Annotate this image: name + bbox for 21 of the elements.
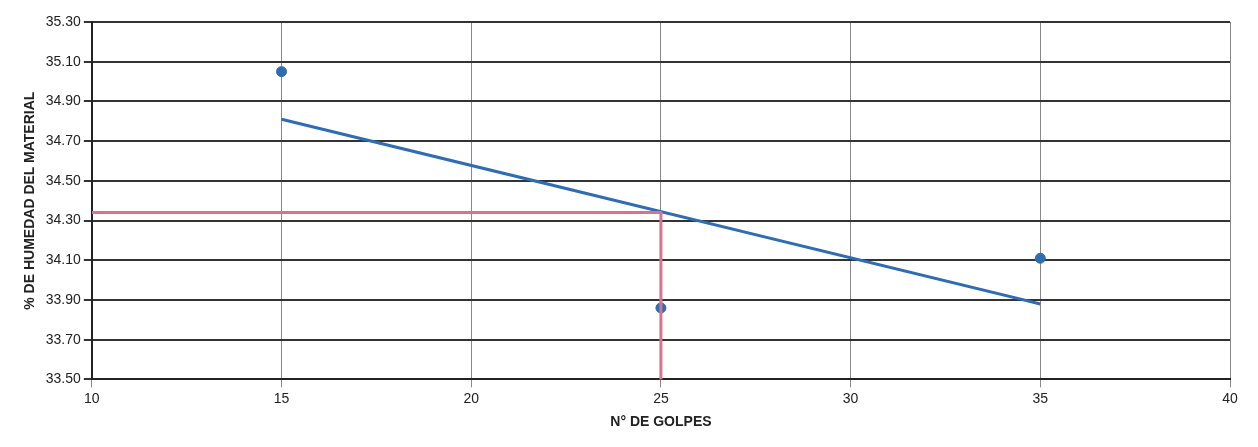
y-tick-label: 35.10: [45, 52, 82, 69]
y-tick-label: 34.70: [45, 131, 82, 148]
y-tick-label: 34.30: [45, 211, 82, 228]
x-tick-label: 30: [842, 389, 859, 406]
y-tick-label: 33.90: [45, 290, 82, 307]
y-tick-label: 35.30: [45, 12, 82, 29]
y-tick-label: 34.10: [45, 251, 82, 268]
y-tick-label: 34.50: [45, 171, 82, 188]
x-axis-title: N° DE GOLPES: [610, 413, 712, 430]
x-tick-label: 10: [84, 389, 100, 406]
x-tick-label: 20: [463, 389, 480, 406]
x-tick-label: 35: [1032, 389, 1049, 406]
x-tick-label: 40: [1222, 389, 1238, 406]
y-axis-title: % DE HUMEDAD DEL MATERIAL: [21, 91, 38, 310]
point: [276, 66, 288, 78]
x-tick-label: 15: [273, 389, 290, 406]
y-tick-label: 33.70: [45, 330, 82, 347]
y-tick-label: 34.90: [45, 92, 82, 109]
y-tick-label: 33.50: [45, 370, 82, 387]
x-tick-label: 25: [653, 389, 669, 406]
point: [1034, 252, 1046, 264]
